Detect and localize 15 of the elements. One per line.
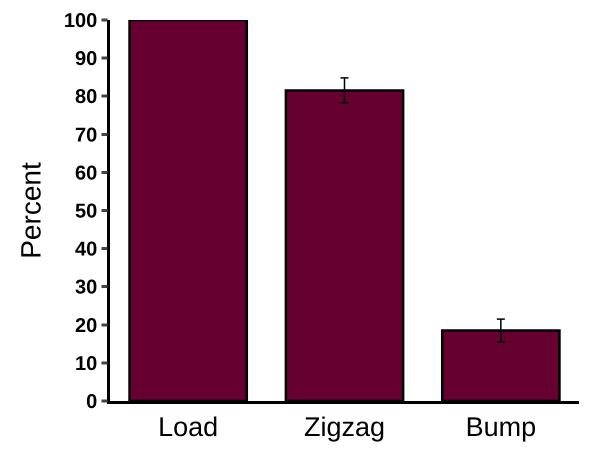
y-tick-label: 20 — [75, 314, 98, 337]
y-tick-label: 90 — [75, 48, 98, 70]
y-tick-label: 40 — [75, 238, 98, 261]
x-tick-label: Bump — [466, 412, 536, 442]
y-tick-label: 0 — [86, 391, 98, 413]
y-tick-label: 50 — [75, 200, 98, 222]
y-tick-label: 70 — [75, 124, 98, 146]
x-tick-label: Zigzag — [304, 412, 386, 442]
y-tick-label: 80 — [75, 86, 98, 108]
y-tick-label: 30 — [75, 276, 98, 299]
y-tick-label: 100 — [64, 10, 98, 32]
y-tick-label: 10 — [75, 352, 98, 375]
y-tick-label: 60 — [75, 162, 98, 184]
x-tick-label: Load — [158, 412, 218, 442]
y-axis-title: Percent — [16, 162, 47, 259]
